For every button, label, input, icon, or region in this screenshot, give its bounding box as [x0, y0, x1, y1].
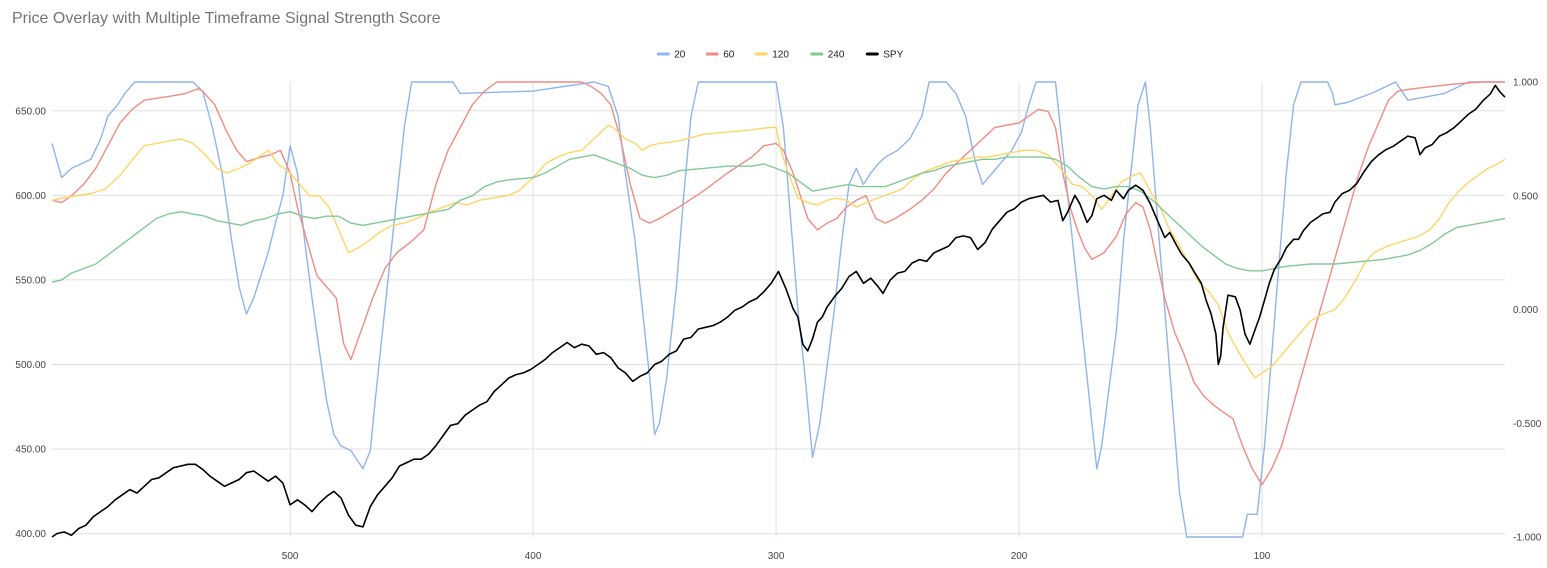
legend-label-120: 120 — [772, 50, 789, 61]
chart-title: Price Overlay with Multiple Timeframe Si… — [12, 10, 441, 27]
series-line-spy — [51, 84, 1506, 538]
legend-label-spy: SPY — [883, 50, 903, 61]
y-left-tick-label: 550.00 — [15, 275, 46, 286]
legend: 20 60 120 240 SPY — [656, 50, 904, 61]
series-line-60 — [51, 81, 1505, 486]
y-right-tick-label: 0.000 — [1513, 305, 1538, 316]
series-line-120 — [51, 124, 1506, 379]
legend-label-240: 240 — [828, 50, 845, 61]
y-right-tick-label: -1.000 — [1513, 533, 1542, 544]
legend-label-60: 60 — [723, 50, 735, 61]
y-left-tick-label: 400.00 — [15, 529, 46, 540]
axis-labels: 400.00 450.00 500.00 550.00 600.00 650.00 -1.0… — [15, 78, 1541, 563]
x-tick-label: 300 — [768, 551, 785, 562]
x-tick-label: 500 — [282, 551, 299, 562]
y-right-tick-label: -0.500 — [1513, 419, 1542, 430]
y-left-tick-label: 650.00 — [15, 106, 46, 117]
x-tick-label: 100 — [1254, 551, 1271, 562]
x-tick-label: 400 — [525, 551, 542, 562]
y-left-tick-label: 450.00 — [15, 445, 46, 456]
y-right-tick-label: 0.500 — [1513, 191, 1538, 202]
series-line-240 — [51, 154, 1506, 283]
gridlines — [52, 82, 1505, 537]
legend-label-20: 20 — [674, 50, 686, 61]
series-line-20 — [51, 81, 1505, 538]
y-right-tick-label: 1.000 — [1513, 78, 1538, 89]
y-left-tick-label: 500.00 — [15, 360, 46, 371]
x-tick-label: 200 — [1011, 551, 1028, 562]
y-left-tick-label: 600.00 — [15, 191, 46, 202]
series-lines — [51, 81, 1506, 538]
